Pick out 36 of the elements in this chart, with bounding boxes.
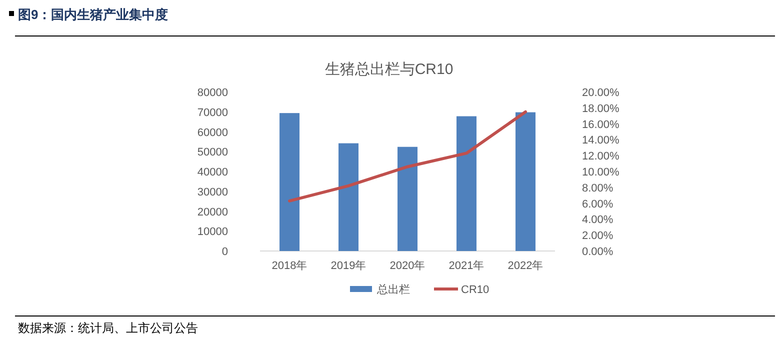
chart-subtitle: 生猪总出栏与CR10 <box>324 61 454 78</box>
y-tick-label: 40000 <box>197 166 228 178</box>
y2-tick-label: 12.00% <box>582 150 620 163</box>
bar <box>398 146 418 251</box>
x-tick-label: 2021年 <box>448 260 484 272</box>
y2-tick-label: 0.00% <box>582 246 614 258</box>
y-tick-label: 20000 <box>197 206 228 218</box>
line-series <box>288 110 527 202</box>
x-tick-label: 2020年 <box>390 260 426 272</box>
y-tick-label: 50000 <box>197 146 228 159</box>
x-tick-label: 2018年 <box>272 260 308 272</box>
source-note: 数据来源：统计局、上市公司公告 <box>18 321 198 335</box>
bar <box>516 112 536 251</box>
x-tick-label: 2022年 <box>508 260 544 272</box>
y-tick-label: 80000 <box>197 87 228 99</box>
y2-tick-label: 8.00% <box>582 182 614 194</box>
y-tick-label: 0 <box>222 246 228 258</box>
y2-tick-label: 6.00% <box>582 198 614 210</box>
legend-label: 总出栏 <box>376 283 410 296</box>
y2-tick-label: 10.00% <box>582 166 620 178</box>
y-tick-label: 30000 <box>197 186 228 198</box>
y2-tick-label: 2.00% <box>582 230 614 242</box>
y2-tick-label: 20.00% <box>582 87 620 99</box>
y-tick-label: 10000 <box>197 226 228 238</box>
bar <box>338 143 358 251</box>
bar <box>456 116 476 251</box>
x-tick-label: 2019年 <box>330 260 366 272</box>
y-tick-label: 70000 <box>197 106 228 119</box>
y2-tick-label: 4.00% <box>582 214 614 226</box>
y2-tick-label: 16.00% <box>582 118 620 131</box>
text: 图9：国内生猪产业集中度 <box>18 7 168 22</box>
y2-tick-label: 14.00% <box>582 134 620 147</box>
bar <box>280 113 300 251</box>
legend-label: CR10 <box>461 284 490 296</box>
y-tick-label: 60000 <box>197 126 228 139</box>
y2-tick-label: 18.00% <box>582 102 620 115</box>
